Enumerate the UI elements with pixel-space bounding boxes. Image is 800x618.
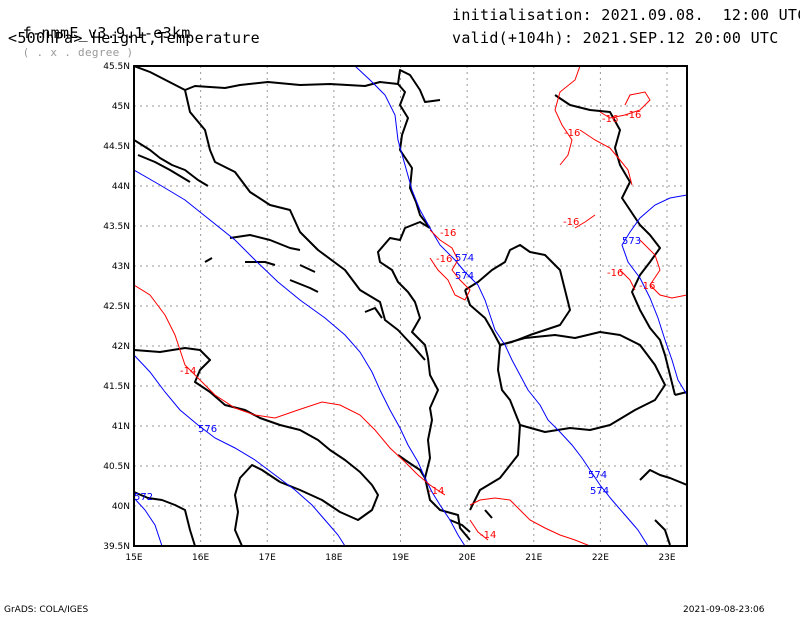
- lon-tick-label: 15E: [125, 553, 142, 563]
- temp-label: -16: [607, 268, 623, 279]
- lon-tick-label: 20E: [459, 553, 476, 563]
- longitude-axis: 15E 16E 17E 18E 19E 20E 21E 22E 23E: [125, 553, 675, 563]
- lon-tick-label: 16E: [192, 553, 209, 563]
- model-resolution: ( . x . degree ): [22, 46, 134, 59]
- lon-tick-label: 23E: [658, 553, 675, 563]
- temp-label: -14: [480, 530, 496, 541]
- lat-tick-label: 40.5N: [103, 462, 130, 472]
- lat-tick-label: 42N: [112, 342, 130, 352]
- footer-timestamp: 2021-09-08-23:06: [683, 605, 765, 615]
- height-label: 574: [588, 470, 607, 481]
- footer-credit: GrADS: COLA/IGES: [4, 605, 89, 615]
- height-label: 574: [590, 486, 609, 497]
- lat-tick-label: 41N: [112, 422, 130, 432]
- lon-tick-label: 19E: [392, 553, 409, 563]
- temp-label: -16: [563, 217, 579, 228]
- temp-label: -16: [440, 228, 456, 239]
- temp-label: -14: [180, 366, 196, 377]
- height-label: 574: [455, 253, 474, 264]
- model-title: f-nmmE_v3.9.1-e3km ( . x . degree ): [4, 6, 191, 60]
- valid-time: valid(+104h): 2021.SEP.12 20:00 UTC: [452, 29, 779, 47]
- lon-tick-label: 17E: [259, 553, 276, 563]
- map-frame: [133, 65, 688, 547]
- temp-label: -16: [436, 254, 452, 265]
- temp-label: -16: [625, 110, 641, 121]
- lat-tick-label: 44.5N: [103, 142, 130, 152]
- lat-tick-label: 41.5N: [103, 382, 130, 392]
- height-label: 576: [198, 424, 217, 435]
- lat-tick-label: 39.5N: [103, 542, 130, 552]
- height-contours: [134, 66, 687, 546]
- latitude-axis: 45.5N 45N 44.5N 44N 43.5N 43N 42.5N 42N 41.5N 41N…: [103, 62, 130, 552]
- lat-tick-label: 45.5N: [103, 62, 130, 72]
- lon-tick-label: 18E: [325, 553, 342, 563]
- initialisation-time: initialisation: 2021.09.08. 12:00 UTC: [452, 6, 800, 24]
- temp-label: -14: [428, 486, 444, 497]
- lon-tick-label: 22E: [592, 553, 609, 563]
- temp-label: -16: [602, 114, 618, 125]
- model-name: f-nmmE_v3.9.1-e3km: [22, 24, 191, 42]
- level-variables: <500hPa> Height,Temperature: [8, 29, 260, 47]
- contour-labels: -16 -16 -16 -16 -16 -16 -16 -16 -14 -14 …: [134, 110, 655, 541]
- lat-tick-label: 43N: [112, 262, 130, 272]
- lat-tick-label: 44N: [112, 182, 130, 192]
- lat-tick-label: 42.5N: [103, 302, 130, 312]
- height-label: 574: [455, 271, 474, 282]
- lat-tick-label: 45N: [112, 102, 130, 112]
- temp-label: -16: [564, 128, 580, 139]
- temp-label: -16: [639, 281, 655, 292]
- height-label: 572: [134, 492, 153, 503]
- height-label: 573: [622, 236, 641, 247]
- lat-tick-label: 43.5N: [103, 222, 130, 232]
- temperature-contours: [134, 66, 687, 546]
- lon-tick-label: 21E: [525, 553, 542, 563]
- lat-tick-label: 40N: [112, 502, 130, 512]
- lat-lon-grid: [134, 66, 687, 546]
